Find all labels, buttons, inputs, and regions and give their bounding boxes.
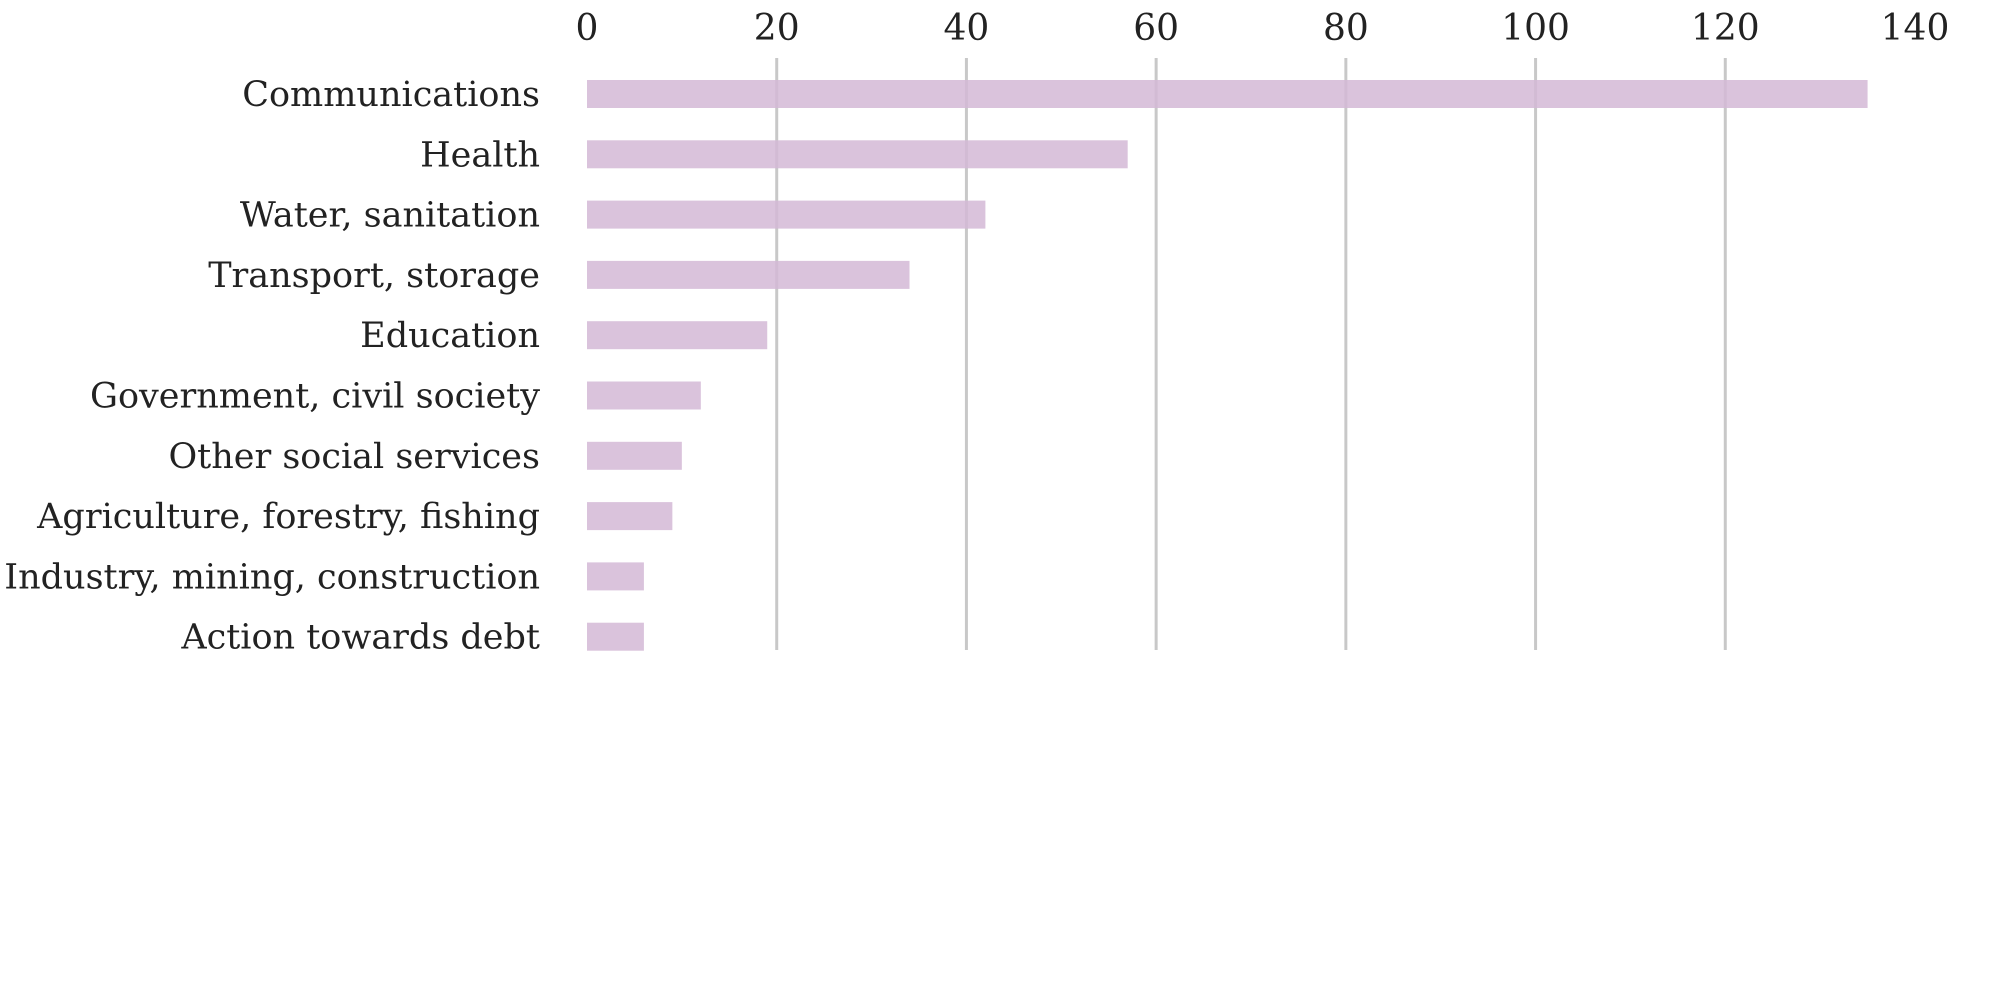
x-tick-label: 140 [1881,8,1950,49]
bar [587,321,768,350]
bar [587,200,986,229]
x-tick-label: 0 [576,8,599,49]
category-label: Action towards debt [180,618,540,658]
category-label: Communications [242,75,540,115]
bar [587,622,644,651]
category-label: Water, sanitation [240,196,540,236]
x-tick-label: 20 [754,8,800,49]
bar [587,381,701,410]
x-tick-label: 100 [1501,8,1570,49]
category-label: Health [420,135,540,175]
category-labels: Communications Health Water, sanitation Tra… [4,75,540,658]
bars [587,80,1868,651]
bar [587,260,910,289]
category-label: Education [360,316,540,356]
category-label: Industry, mining, construction [4,557,540,597]
x-tick-label: 60 [1133,8,1179,49]
category-label: Transport, storage [208,256,540,296]
bar [587,502,673,531]
bar [587,80,1868,108]
category-label: Agriculture, forestry, fishing [36,497,540,537]
bar [587,441,682,470]
bar [587,140,1128,169]
bar [587,562,644,591]
x-tick-label: 120 [1691,8,1760,49]
x-tick-label: 80 [1323,8,1369,49]
x-axis-ticks: 0 20 40 60 80 100 120 140 [576,8,1950,49]
category-label: Government, civil society [90,377,540,417]
category-label: Other social services [168,437,540,477]
x-tick-label: 40 [944,8,990,49]
